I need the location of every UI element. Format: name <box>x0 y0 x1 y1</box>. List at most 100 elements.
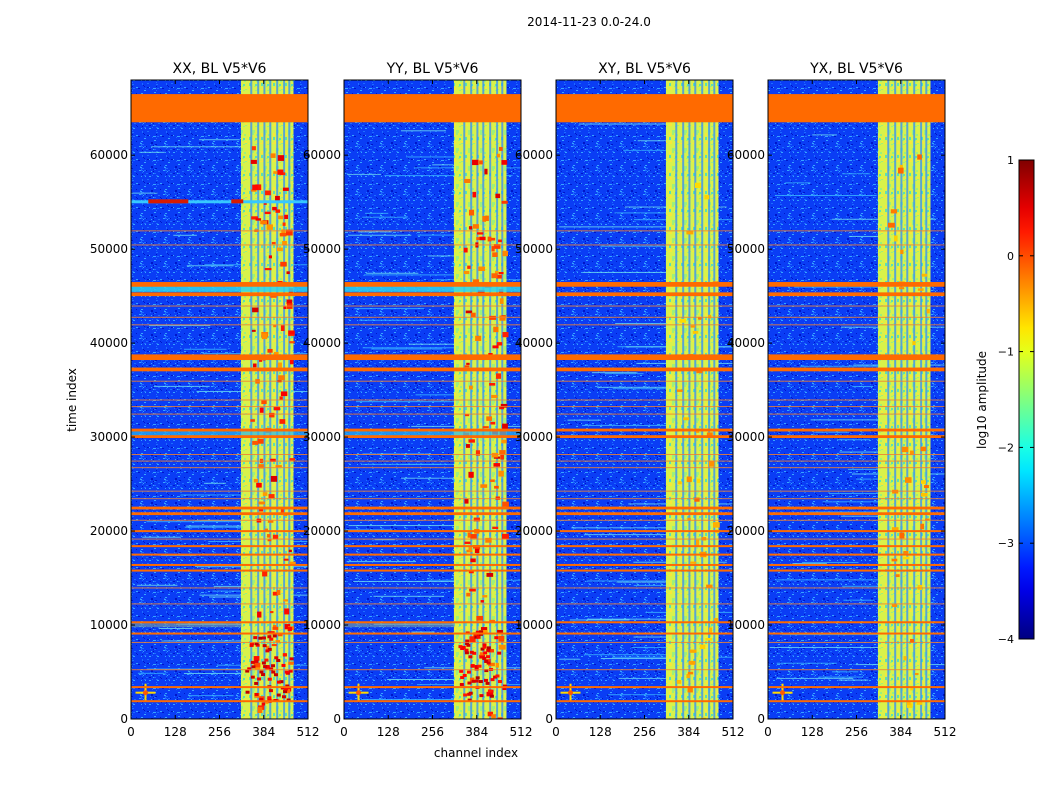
y-tick-label: 30000 <box>727 430 765 444</box>
band-blob-low <box>282 653 287 657</box>
band-blob <box>283 306 287 310</box>
flagged-row-thin <box>556 454 733 456</box>
noise-streak <box>840 515 899 517</box>
band-blob <box>479 160 483 165</box>
noise-streak <box>633 584 678 586</box>
band-blob <box>487 649 494 653</box>
noise-streak <box>842 173 871 175</box>
flagged-row <box>556 563 733 566</box>
noise-streak <box>186 525 253 527</box>
flagged-row <box>556 94 733 123</box>
band-blob <box>289 341 295 344</box>
y-tick-label: 40000 <box>90 336 128 350</box>
y-tick-label: 50000 <box>515 242 553 256</box>
flagged-row-thin <box>556 230 733 232</box>
noise-streak <box>213 585 247 587</box>
band-blob-low <box>283 687 288 691</box>
band-blob-low <box>254 659 259 663</box>
band-blob <box>276 247 283 252</box>
flagged-row-thin <box>556 498 733 500</box>
band-blob-low <box>482 657 487 661</box>
noise-streak <box>153 385 210 387</box>
y-tick-label: 0 <box>757 712 765 726</box>
band-blob <box>495 662 499 668</box>
band-blob <box>279 419 286 424</box>
y-tick-label: 0 <box>333 712 341 726</box>
band-blob <box>272 591 279 596</box>
band-blob <box>474 665 479 671</box>
band-blob-low <box>464 651 469 655</box>
noise-streak <box>856 478 878 480</box>
band-blob-low <box>288 669 293 673</box>
band-blob <box>920 523 925 530</box>
flagged-row-thin <box>556 669 733 671</box>
band-blob <box>488 662 495 667</box>
band-blob <box>482 426 489 429</box>
band-blob-low <box>269 637 274 641</box>
flagged-row-thin <box>556 324 733 326</box>
noise-streak <box>354 308 425 310</box>
noise-streak <box>569 619 630 621</box>
band-blob-low <box>281 663 286 667</box>
flagged-row-thin <box>556 406 733 408</box>
band-blob <box>491 246 495 252</box>
noise-streak <box>785 182 811 184</box>
flagged-row-thin <box>556 587 733 589</box>
flagged-row-thin <box>131 324 308 326</box>
band-blob <box>469 385 473 390</box>
band-blob <box>284 624 291 630</box>
band-blob <box>260 220 268 225</box>
band-blob-low <box>267 635 272 639</box>
noise-streak <box>180 494 252 496</box>
flagged-row-thin <box>344 413 521 415</box>
flagged-row-thin <box>131 399 308 401</box>
band-blob <box>464 413 470 417</box>
hot-spot <box>148 199 189 204</box>
y-tick-label: 50000 <box>90 242 128 256</box>
band-blob <box>699 644 706 650</box>
noise-streak <box>146 521 275 523</box>
band-blob <box>473 632 478 638</box>
panel-image <box>768 80 945 719</box>
band-blob <box>271 644 277 647</box>
band-blob <box>271 241 276 245</box>
band-blob <box>261 702 266 706</box>
y-tick-label: 10000 <box>515 618 553 632</box>
noise-streak <box>818 676 864 678</box>
x-tick-label: 128 <box>377 725 400 739</box>
flagged-row <box>768 94 945 123</box>
band-blob-low <box>276 658 281 662</box>
band-blob-low <box>480 647 485 651</box>
band-blob-low <box>484 669 489 673</box>
flagged-row-thin <box>131 316 308 318</box>
band-blob <box>475 450 481 456</box>
band-blob <box>486 572 494 577</box>
band-blob-low <box>254 692 259 696</box>
source-core <box>568 690 574 696</box>
x-tick-label: 0 <box>127 725 135 739</box>
band-blob <box>486 416 493 421</box>
band-blob <box>288 549 292 553</box>
band-blob <box>485 537 492 543</box>
band-blob <box>288 330 295 335</box>
flagged-row-thin <box>344 603 521 605</box>
cyan-time-band <box>131 284 308 292</box>
flagged-row-thin <box>556 244 733 246</box>
band-blob <box>468 547 472 552</box>
band-blob-low <box>267 696 272 700</box>
band-blob <box>472 191 477 198</box>
band-blob <box>917 584 923 590</box>
noise-streak <box>149 325 211 327</box>
x-tick-label: 384 <box>252 725 275 739</box>
colorbar-tick-label: −1 <box>998 346 1014 359</box>
band-blob <box>466 592 471 597</box>
band-blob <box>268 255 273 259</box>
band-blob <box>482 630 488 634</box>
band-blob-low <box>460 676 465 680</box>
band-blob-low <box>259 698 264 702</box>
noise-streak <box>146 668 251 670</box>
band-blob-low <box>485 681 490 685</box>
band-blob <box>687 671 694 675</box>
noise-streak <box>212 590 262 592</box>
band-blob-low <box>495 674 500 678</box>
